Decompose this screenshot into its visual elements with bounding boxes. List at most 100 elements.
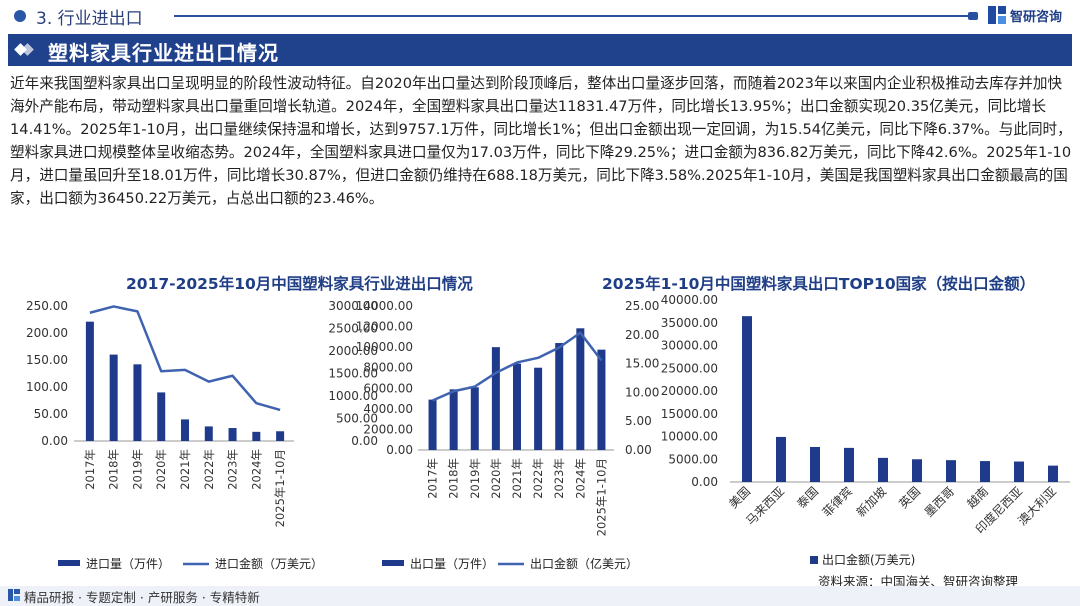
top10-y-axis-tick-label: 40000.00 bbox=[661, 293, 718, 307]
export-chart-legend-bar-swatch bbox=[382, 560, 404, 566]
top10-chart-title: 2025年1-10月中国塑料家具出口TOP10国家（按出口金额） bbox=[602, 275, 1036, 293]
export-chart-category-label: 2019年 bbox=[468, 458, 482, 499]
top10-category-label: 澳大利亚 bbox=[1015, 484, 1059, 528]
export-chart-category-label: 2020年 bbox=[489, 458, 503, 499]
top10-legend-swatch bbox=[810, 556, 818, 564]
import-chart-right-axis-tick-label: 1500.00 bbox=[328, 367, 378, 381]
page-banner: 塑料家具行业进出口情况 bbox=[8, 34, 1072, 66]
export-chart-left-axis-tick-label: 12000.00 bbox=[356, 320, 413, 334]
import-chart-category-label: 2025年1-10月 bbox=[273, 449, 287, 527]
section-title: 3. 行业进出口 bbox=[36, 9, 143, 29]
export-chart-right-axis-tick-label: 15.00 bbox=[625, 357, 659, 371]
top10-category-label: 泰国 bbox=[794, 484, 821, 511]
export-chart-line bbox=[432, 331, 603, 402]
import-chart-category-label: 2017年 bbox=[83, 449, 97, 490]
top10-category-label: 墨西哥 bbox=[922, 484, 957, 519]
export-chart-left-axis-tick-label: 0.00 bbox=[386, 443, 413, 457]
top10-bar bbox=[1048, 465, 1058, 482]
top10-bar bbox=[878, 457, 888, 482]
import-chart-bar bbox=[181, 419, 189, 441]
source-note: 资料来源：中国海关、智研咨询整理 bbox=[818, 574, 1019, 589]
import-chart-left-axis-tick-label: 50.00 bbox=[34, 407, 68, 421]
import-chart-bar bbox=[228, 428, 237, 441]
export-chart-left-axis-tick-label: 10000.00 bbox=[356, 340, 413, 354]
export-chart-category-label: 2018年 bbox=[447, 458, 461, 499]
import-chart-bar bbox=[157, 392, 166, 441]
import-chart-bar bbox=[252, 431, 261, 441]
top10-bar bbox=[980, 461, 990, 482]
brand-logo: 智研咨询 bbox=[988, 4, 1062, 26]
import-chart-right-axis-tick-label: 500.00 bbox=[336, 412, 378, 426]
top10-y-axis-tick-label: 15000.00 bbox=[661, 407, 718, 421]
export-chart-bar bbox=[513, 363, 521, 450]
export-chart-category-label: 2024年 bbox=[573, 458, 587, 499]
export-chart-bar bbox=[597, 349, 606, 450]
import-chart-bar bbox=[204, 426, 213, 441]
top10-y-axis-tick-label: 30000.00 bbox=[661, 339, 718, 353]
import-chart-category-label: 2024年 bbox=[249, 449, 263, 490]
footer-logo-icon bbox=[8, 589, 20, 601]
import-chart-category-label: 2022年 bbox=[202, 449, 216, 490]
import-chart-bar bbox=[109, 354, 118, 441]
import-chart-right-axis-tick-label: 1000.00 bbox=[328, 389, 378, 403]
import-chart-category-label: 2021年 bbox=[178, 449, 192, 490]
import-chart-right-axis-tick-label: 3000.00 bbox=[328, 299, 378, 313]
export-chart-right-axis-tick-label: 25.00 bbox=[625, 299, 659, 313]
export-chart-bar bbox=[491, 347, 500, 450]
top10-y-axis-tick-label: 25000.00 bbox=[661, 361, 718, 375]
top10-y-axis-tick-label: 0.00 bbox=[691, 475, 718, 489]
import-chart-left-axis-tick-label: 100.00 bbox=[26, 380, 68, 394]
export-chart-left-axis-tick-label: 14000.00 bbox=[356, 299, 413, 313]
export-chart-category-label: 2022年 bbox=[531, 458, 545, 499]
top10-bar bbox=[1014, 461, 1024, 482]
top10-y-axis-tick-label: 35000.00 bbox=[661, 316, 718, 330]
top10-category-label: 越南 bbox=[964, 484, 992, 512]
import-chart-left-axis-tick-label: 150.00 bbox=[26, 353, 68, 367]
top10-bar bbox=[912, 459, 922, 482]
brand-name: 智研咨询 bbox=[1010, 9, 1063, 25]
import-chart-category-label: 2019年 bbox=[130, 449, 144, 490]
intro-paragraph: 近年来我国塑料家具出口呈现明显的阶段性波动特征。自2020年出口量达到阶段顶峰后… bbox=[10, 75, 1072, 207]
bullet-icon bbox=[14, 10, 26, 22]
top10-y-axis-tick-label: 5000.00 bbox=[668, 452, 718, 466]
section-header: 3. 行业进出口 智研咨询 bbox=[0, 0, 1080, 32]
import-chart-bar bbox=[133, 364, 142, 441]
top10-y-axis-tick-label: 20000.00 bbox=[661, 384, 718, 398]
export-chart-bar bbox=[428, 399, 437, 450]
import-chart-left-axis-tick-label: 250.00 bbox=[26, 299, 68, 313]
top10-bar bbox=[844, 447, 854, 482]
export-chart-left-axis-tick-label: 6000.00 bbox=[363, 381, 413, 395]
top10-category-label: 菲律宾 bbox=[819, 484, 855, 520]
footer-text: 精品研报 · 专题定制 · 产研服务 · 专精特新 bbox=[24, 590, 260, 605]
logo-icon bbox=[988, 6, 1006, 24]
trade-chart-title: 2017-2025年10月中国塑料家具行业进出口情况 bbox=[126, 275, 473, 293]
export-chart-bar bbox=[534, 367, 543, 450]
export-chart-category-label: 2023年 bbox=[552, 458, 566, 499]
top10-category-label: 英国 bbox=[896, 484, 923, 511]
top10-legend-label: 出口金额(万美元) bbox=[822, 552, 915, 567]
import-chart-right-axis-tick-label: 2000.00 bbox=[328, 344, 378, 358]
import-chart-left-axis-tick-label: 200.00 bbox=[26, 326, 68, 340]
import-chart-category-label: 2018年 bbox=[107, 449, 121, 490]
import-chart-legend-bar-label: 进口量（万件） bbox=[86, 557, 170, 571]
import-chart-legend-bar-swatch bbox=[58, 560, 80, 566]
export-chart-bar bbox=[449, 389, 458, 450]
top10-bar bbox=[946, 460, 956, 482]
export-chart-bar bbox=[555, 343, 564, 450]
header-rule-tip bbox=[968, 12, 978, 20]
export-chart-category-label: 2025年1-10月 bbox=[594, 458, 608, 536]
import-chart-right-axis-tick-label: 0.00 bbox=[351, 434, 378, 448]
top10-bar bbox=[776, 436, 786, 482]
export-chart-left-axis-tick-label: 4000.00 bbox=[363, 402, 413, 416]
top10-bar bbox=[810, 446, 820, 482]
import-chart-category-label: 2020年 bbox=[154, 449, 168, 490]
export-chart-right-axis-tick-label: 5.00 bbox=[625, 414, 652, 428]
top10-y-axis-tick-label: 10000.00 bbox=[661, 430, 718, 444]
import-chart-category-label: 2023年 bbox=[226, 449, 240, 490]
import-chart-left-axis-tick-label: 0.00 bbox=[41, 434, 68, 448]
export-chart-right-axis-tick-label: 0.00 bbox=[625, 443, 652, 457]
top10-category-label: 新加坡 bbox=[853, 484, 889, 520]
top10-category-label: 美国 bbox=[726, 484, 753, 511]
import-chart-line bbox=[89, 305, 281, 412]
import-chart-bar bbox=[85, 321, 94, 441]
